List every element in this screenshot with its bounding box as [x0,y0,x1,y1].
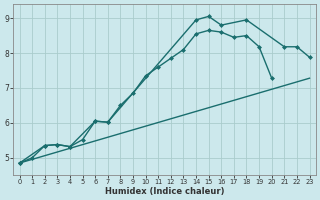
X-axis label: Humidex (Indice chaleur): Humidex (Indice chaleur) [105,187,224,196]
